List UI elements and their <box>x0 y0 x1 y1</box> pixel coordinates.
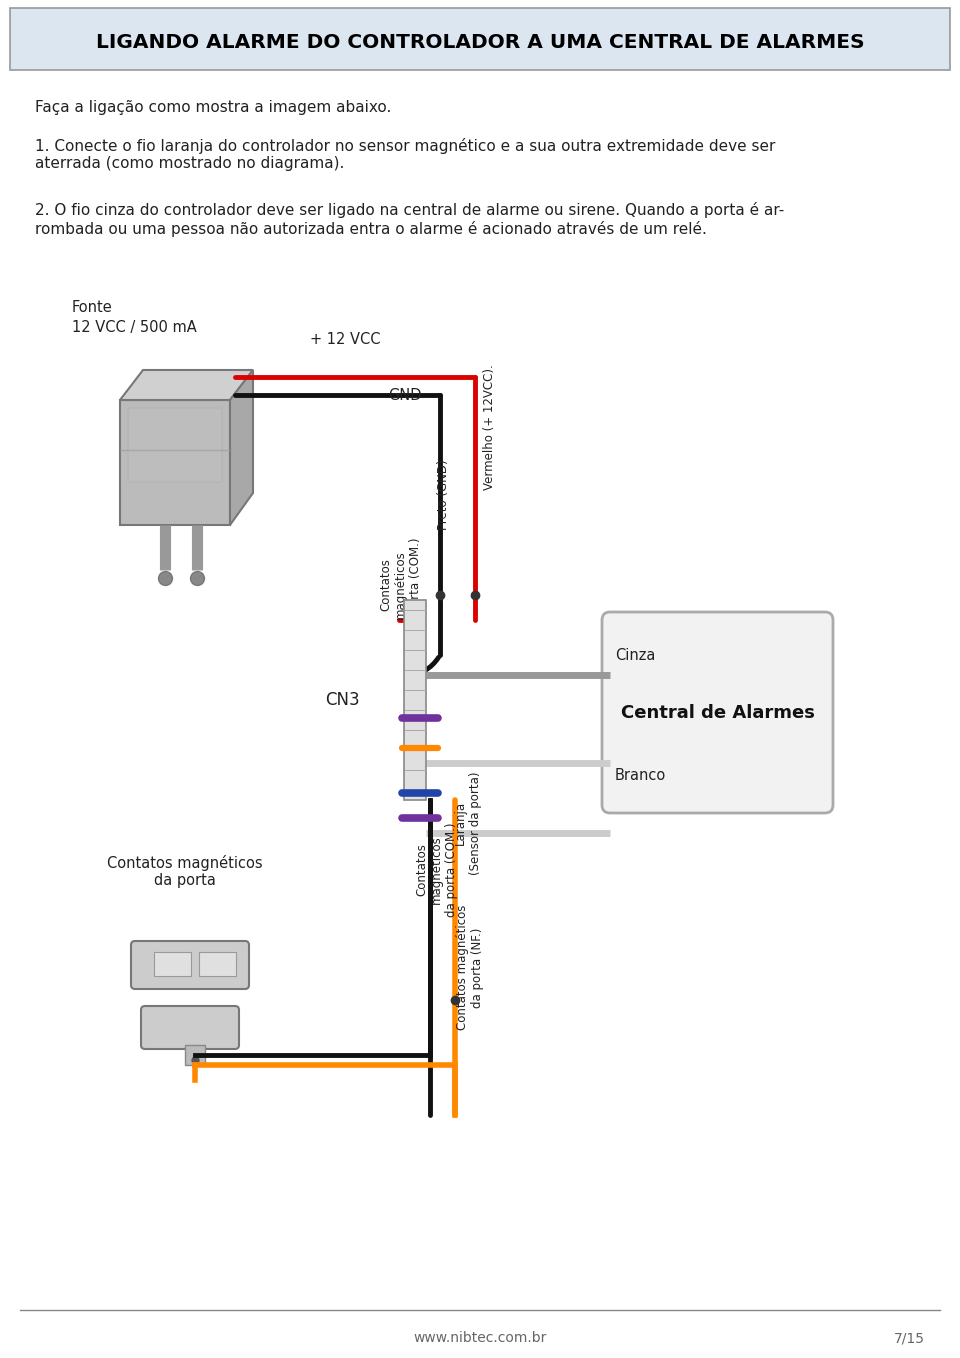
Text: Contatos
magnéticos
da porta (COM.): Contatos magnéticos da porta (COM.) <box>379 538 422 633</box>
FancyBboxPatch shape <box>131 941 249 989</box>
FancyBboxPatch shape <box>10 8 950 71</box>
Text: Faça a ligação como mostra a imagem abaixo.: Faça a ligação como mostra a imagem abai… <box>35 100 392 115</box>
Text: Vermelho (+ 12VCC).: Vermelho (+ 12VCC). <box>483 364 495 490</box>
Text: 12 VCC / 500 mA: 12 VCC / 500 mA <box>72 320 197 335</box>
Text: GND: GND <box>388 388 421 403</box>
FancyBboxPatch shape <box>602 612 833 813</box>
Text: Cinza: Cinza <box>615 648 656 663</box>
Polygon shape <box>120 401 230 526</box>
Polygon shape <box>120 369 253 401</box>
Text: Fonte: Fonte <box>72 300 112 315</box>
FancyBboxPatch shape <box>404 600 426 800</box>
Text: Branco: Branco <box>615 769 666 784</box>
Text: + 12 VCC: + 12 VCC <box>310 333 380 348</box>
Text: 7/15: 7/15 <box>894 1331 925 1344</box>
Text: Contatos magnéticos
da porta: Contatos magnéticos da porta <box>108 856 263 888</box>
Text: 2. O fio cinza do controlador deve ser ligado na central de alarme ou sirene. Qu: 2. O fio cinza do controlador deve ser l… <box>35 202 784 236</box>
Text: www.nibtec.com.br: www.nibtec.com.br <box>414 1331 546 1344</box>
FancyBboxPatch shape <box>185 1046 205 1065</box>
FancyBboxPatch shape <box>199 952 236 976</box>
Text: CN3: CN3 <box>325 691 360 709</box>
FancyBboxPatch shape <box>141 1006 239 1048</box>
Text: Laranja
(Sensor da porta): Laranja (Sensor da porta) <box>454 771 482 875</box>
Text: Contatos
magnéticos
da porta (COM.): Contatos magnéticos da porta (COM.) <box>415 823 458 917</box>
Text: Central de Alarmes: Central de Alarmes <box>620 703 814 721</box>
Polygon shape <box>230 369 253 526</box>
FancyBboxPatch shape <box>154 952 191 976</box>
Text: LIGANDO ALARME DO CONTROLADOR A UMA CENTRAL DE ALARMES: LIGANDO ALARME DO CONTROLADOR A UMA CENT… <box>96 33 864 52</box>
Text: Preto (GND) -: Preto (GND) - <box>437 451 449 530</box>
Text: 1. Conecte o fio laranja do controlador no sensor magnético e a sua outra extrem: 1. Conecte o fio laranja do controlador … <box>35 139 776 171</box>
Text: Contatos magnéticos
da porta (NF.): Contatos magnéticos da porta (NF.) <box>456 904 484 1029</box>
FancyBboxPatch shape <box>128 407 222 482</box>
